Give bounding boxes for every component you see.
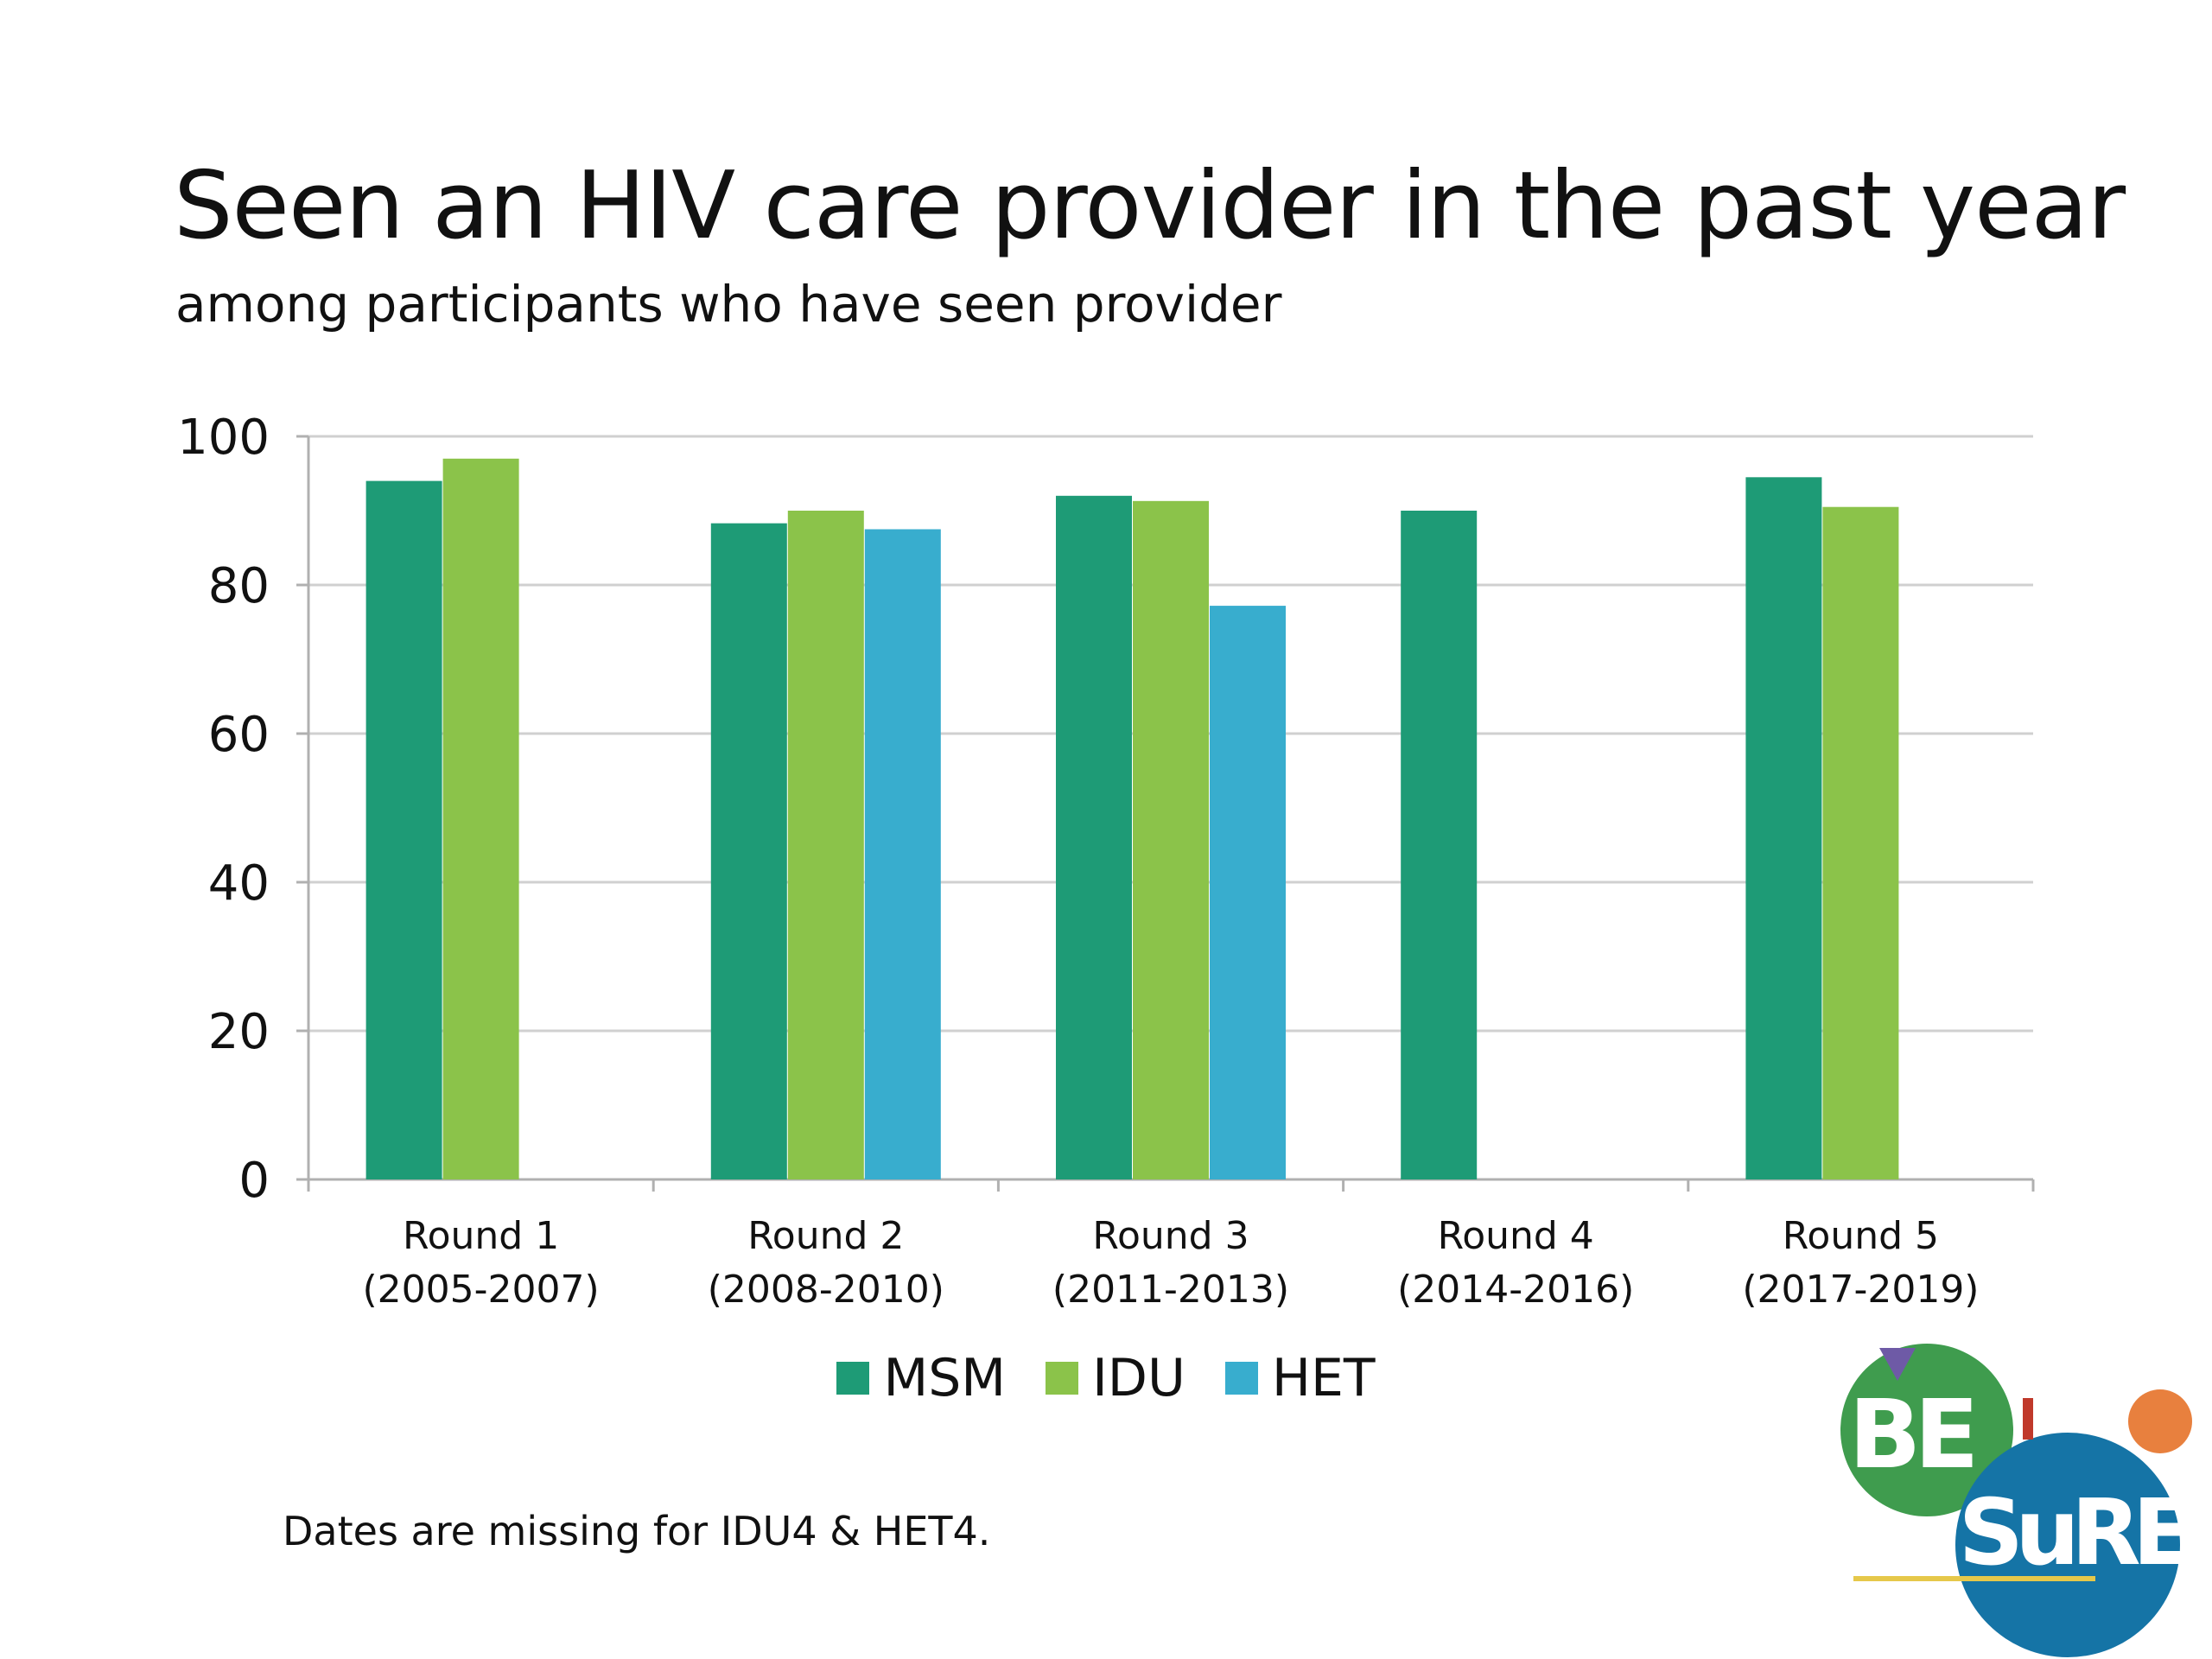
bar-het	[864, 529, 941, 1179]
besure-logo: BE SuRE	[1840, 1344, 2197, 1657]
bar-msm	[1401, 511, 1478, 1179]
bar-msm	[710, 523, 787, 1179]
x-tick-label: (2014-2016)	[1397, 1268, 1634, 1312]
x-tick-label: (2011-2013)	[1052, 1268, 1289, 1312]
logo-text-top: BE	[1849, 1379, 1974, 1490]
bar-het	[1210, 606, 1286, 1179]
y-tick-label: 100	[177, 410, 270, 466]
legend-label: HET	[1271, 1348, 1376, 1408]
y-tick-label: 0	[238, 1153, 270, 1209]
legend-item-het: HET	[1224, 1348, 1376, 1408]
x-tick-label: Round 2	[747, 1214, 904, 1258]
x-tick-label: Round 4	[1438, 1214, 1594, 1258]
legend-swatch	[1046, 1362, 1079, 1395]
legend-item-idu: IDU	[1046, 1348, 1185, 1408]
legend-item-msm: MSM	[836, 1348, 1006, 1408]
legend-label: MSM	[883, 1348, 1007, 1408]
slide-subtitle: among participants who have seen provide…	[175, 275, 1282, 334]
x-tick-label: (2017-2019)	[1742, 1268, 1979, 1312]
y-tick-label: 60	[208, 707, 270, 763]
footnote: Dates are missing for IDU4 & HET4.	[283, 1508, 991, 1554]
x-tick-label: (2008-2010)	[708, 1268, 944, 1312]
y-tick-label: 20	[208, 1004, 270, 1060]
y-tick-label: 80	[208, 558, 270, 614]
bar-idu	[787, 511, 864, 1179]
bar-msm	[1056, 495, 1132, 1179]
x-tick-label: Round 1	[403, 1214, 559, 1258]
legend-label: IDU	[1092, 1348, 1185, 1408]
x-tick-label: Round 3	[1092, 1214, 1249, 1258]
bar-msm	[1745, 477, 1822, 1179]
chart-legend: MSM IDU HET	[0, 1348, 2212, 1408]
x-tick-label: (2005-2007)	[363, 1268, 600, 1312]
legend-swatch	[1224, 1362, 1258, 1395]
slide-title: Seen an HIV care provider in the past ye…	[174, 152, 2126, 260]
logo-text-bottom: SuRE	[1959, 1480, 2189, 1586]
logo-i-mark	[2023, 1398, 2033, 1440]
bar-msm	[365, 480, 442, 1179]
logo-green-circle	[1840, 1344, 2013, 1516]
bar-idu	[1822, 506, 1899, 1179]
y-tick-label: 40	[208, 855, 270, 912]
logo-blue-circle	[1955, 1433, 2180, 1657]
logo-triangle-icon	[1879, 1348, 1916, 1381]
bar-idu	[442, 458, 519, 1179]
logo-orange-circle	[2128, 1389, 2192, 1453]
bar-idu	[1133, 500, 1209, 1179]
legend-swatch	[836, 1362, 870, 1395]
x-tick-label: Round 5	[1783, 1214, 1939, 1258]
